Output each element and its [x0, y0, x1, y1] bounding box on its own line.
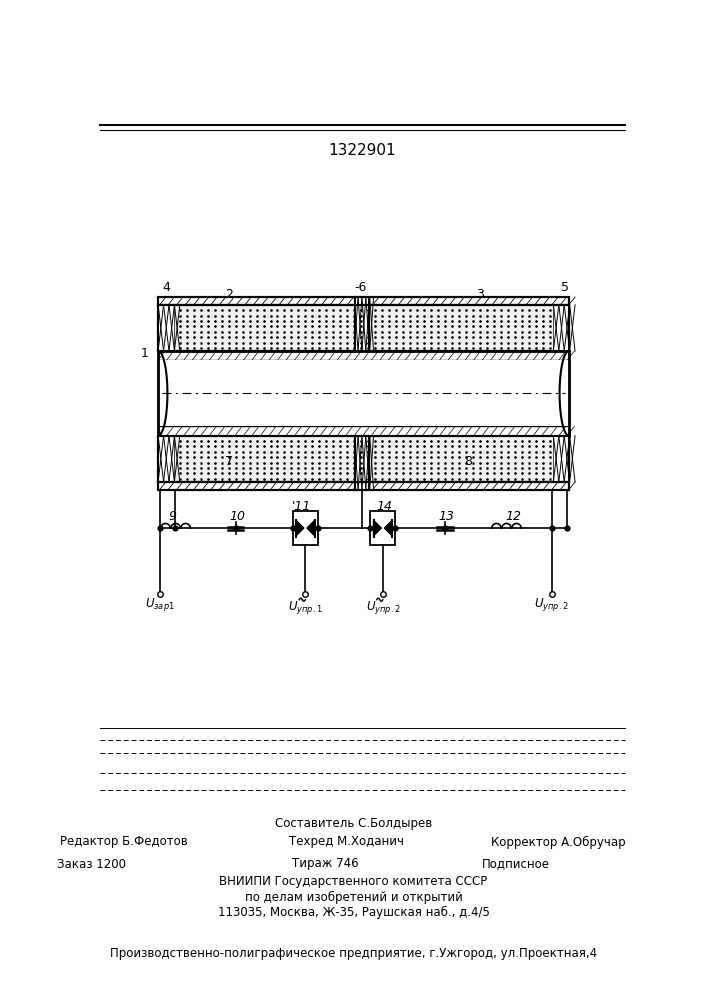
Bar: [158, 426, 569, 436]
Polygon shape: [373, 520, 381, 536]
Bar: [158, 351, 569, 360]
Bar: [158, 436, 569, 482]
Text: 10: 10: [229, 510, 245, 523]
Text: -6: -6: [354, 281, 367, 294]
Polygon shape: [385, 520, 392, 536]
Text: Тираж 746: Тираж 746: [292, 857, 358, 870]
Bar: [355, 436, 369, 490]
Text: $U_{зар1}$: $U_{зар1}$: [145, 596, 175, 613]
Bar: [370, 511, 395, 545]
Bar: [158, 436, 174, 482]
Bar: [158, 351, 569, 436]
Text: 5: 5: [561, 281, 569, 294]
Text: Подписное: Подписное: [482, 857, 550, 870]
Bar: [554, 305, 569, 351]
Text: по делам изобретений и открытий: по делам изобретений и открытий: [245, 890, 462, 904]
Text: $U_{упр.2}$: $U_{упр.2}$: [534, 596, 569, 613]
Text: Заказ 1200: Заказ 1200: [57, 857, 127, 870]
Polygon shape: [296, 520, 304, 536]
Polygon shape: [307, 520, 315, 536]
Text: 1322901: 1322901: [328, 143, 396, 158]
Bar: [158, 305, 174, 351]
Text: 3: 3: [476, 288, 484, 301]
Text: $U_{упр.2}$: $U_{упр.2}$: [366, 599, 400, 616]
Text: '11: '11: [292, 500, 311, 513]
Bar: [158, 360, 569, 426]
Bar: [158, 305, 569, 351]
Text: 113035, Москва, Ж-35, Раушская наб., д.4/5: 113035, Москва, Ж-35, Раушская наб., д.4…: [218, 905, 489, 919]
Bar: [554, 436, 569, 482]
Text: 12: 12: [505, 510, 521, 523]
Bar: [158, 305, 569, 351]
Bar: [355, 297, 369, 351]
Bar: [158, 482, 569, 490]
Text: 2: 2: [226, 288, 233, 301]
Text: 7: 7: [226, 455, 233, 468]
Text: Составитель С.Болдырев: Составитель С.Болдырев: [275, 818, 432, 830]
Text: 4: 4: [162, 281, 170, 294]
Text: 13: 13: [438, 510, 455, 523]
Text: 9: 9: [168, 510, 176, 523]
Text: 1: 1: [140, 347, 148, 360]
Bar: [158, 436, 569, 482]
Text: Производственно-полиграфическое предприятие, г.Ужгород, ул.Проектная,4: Производственно-полиграфическое предприя…: [110, 946, 597, 960]
Bar: [158, 482, 569, 490]
Text: ВНИИПИ Государственного комитета СССР: ВНИИПИ Государственного комитета СССР: [219, 876, 488, 888]
Text: Редактор Б.Федотов: Редактор Б.Федотов: [60, 836, 187, 848]
Text: 14: 14: [376, 500, 392, 513]
Text: 8: 8: [464, 455, 472, 468]
Text: $U_{упр.1}$: $U_{упр.1}$: [288, 599, 323, 616]
Text: Техред М.Ходанич: Техред М.Ходанич: [289, 836, 404, 848]
Bar: [158, 297, 569, 305]
Text: Корректор А.Обручар: Корректор А.Обручар: [491, 835, 626, 849]
Bar: [293, 511, 317, 545]
Bar: [158, 297, 569, 305]
